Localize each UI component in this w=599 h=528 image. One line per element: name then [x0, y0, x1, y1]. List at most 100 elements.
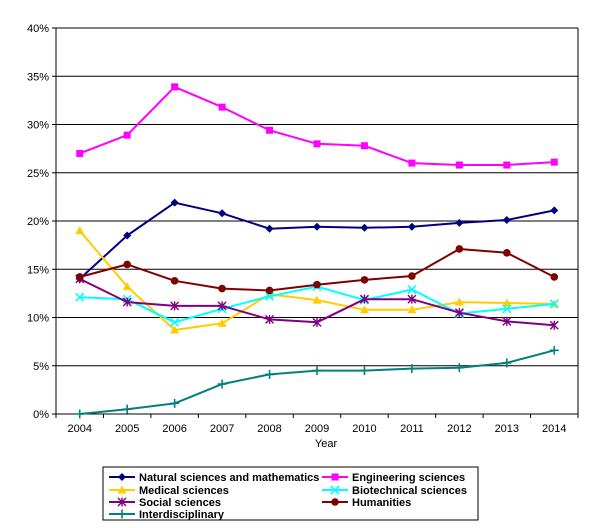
y-axis-ticks: 0% 5% 10% 15% 20% 25% 30% 35% 40% [27, 23, 56, 421]
data-point [407, 222, 416, 231]
data-point [359, 294, 369, 304]
data-point [313, 222, 321, 231]
legend-marker [330, 485, 340, 495]
data-point [312, 317, 322, 327]
data-point [265, 224, 274, 233]
data-point [549, 299, 559, 309]
legend-item: Biotechnical sciences [322, 485, 467, 497]
y-tick-label: 35% [27, 71, 49, 83]
data-point [75, 409, 85, 419]
series-engineering-sciences [76, 83, 558, 169]
data-point [454, 363, 464, 373]
data-point [170, 198, 179, 207]
data-point [217, 379, 227, 389]
data-point [503, 249, 511, 257]
data-point [170, 398, 180, 408]
data-point [359, 305, 369, 314]
data-point [122, 282, 132, 291]
x-axis-ticks: 2004 2005 2006 2007 2008 2009 2010 2011 2012 2013… [55, 414, 579, 435]
legend-label: Humanities [352, 497, 411, 509]
y-tick-label: 25% [27, 168, 49, 180]
data-point [218, 284, 226, 293]
data-point [455, 161, 463, 169]
data-point [264, 291, 275, 301]
data-point [502, 298, 512, 307]
data-point [266, 126, 274, 134]
data-point [122, 404, 132, 414]
legend-item: Medical sciences [109, 485, 229, 497]
x-tick-label: 2005 [115, 423, 139, 435]
data-point [123, 260, 131, 269]
data-point [170, 317, 180, 327]
legend-box [102, 466, 479, 521]
x-tick-label: 2007 [210, 423, 234, 435]
series-lines [75, 83, 559, 419]
legend-label: Interdisciplinary [139, 509, 225, 521]
data-point [408, 159, 416, 167]
data-point [550, 158, 558, 166]
x-axis-title: Year [315, 438, 338, 450]
data-point [217, 301, 227, 311]
legend-marker [118, 473, 126, 481]
data-point [171, 83, 179, 91]
data-point [360, 142, 368, 150]
data-point [407, 284, 417, 295]
series-interdisciplinary [75, 345, 559, 419]
legend-label: Natural sciences and mathematics [139, 472, 319, 484]
data-point [313, 140, 321, 148]
legend: Natural sciences and mathematics Engineer… [102, 466, 479, 521]
x-tick-label: 2006 [162, 423, 186, 435]
data-point [454, 308, 464, 318]
legend-item: Natural sciences and mathematics [109, 472, 319, 484]
data-point [265, 314, 275, 324]
x-tick-label: 2009 [305, 423, 329, 435]
legend-item: Social sciences [109, 497, 221, 509]
data-point [549, 320, 559, 330]
legend-label: Medical sciences [139, 485, 229, 497]
data-point [75, 292, 85, 302]
data-point [502, 216, 511, 225]
data-point [503, 161, 511, 169]
data-point [550, 206, 559, 215]
legend-item: Engineering sciences [322, 472, 465, 484]
data-point [75, 273, 84, 281]
data-point [550, 273, 559, 281]
legend-label: Engineering sciences [352, 472, 465, 484]
data-point [408, 272, 416, 280]
x-tick-label: 2008 [257, 423, 281, 435]
data-point [218, 103, 226, 111]
data-point [502, 316, 512, 326]
x-tick-label: 2011 [400, 423, 424, 435]
y-tick-label: 15% [27, 264, 49, 276]
data-point [123, 231, 132, 240]
data-point [454, 297, 464, 306]
y-tick-label: 0% [33, 409, 49, 421]
legend-label: Social sciences [139, 497, 221, 509]
data-point [76, 149, 84, 157]
y-tick-label: 5% [33, 361, 49, 373]
x-tick-label: 2004 [67, 423, 91, 435]
x-tick-label: 2014 [542, 423, 566, 435]
legend-marker [117, 485, 127, 494]
x-tick-label: 2012 [447, 423, 471, 435]
legend-marker [117, 509, 127, 519]
legend-item: Interdisciplinary [109, 509, 225, 521]
data-point [122, 297, 132, 307]
data-point [265, 286, 274, 295]
data-point [217, 318, 227, 327]
legend-marker [331, 473, 339, 481]
data-point [407, 305, 417, 314]
data-point [170, 325, 180, 334]
legend-item: Humanities [322, 497, 411, 509]
data-point [218, 209, 227, 218]
x-tick-label: 2010 [352, 423, 376, 435]
data-point [502, 304, 512, 314]
data-point [313, 280, 321, 289]
legend-marker [331, 498, 339, 506]
data-point [170, 277, 179, 285]
data-point [359, 366, 369, 376]
series-social-sciences [75, 274, 559, 330]
data-point [502, 358, 512, 368]
data-point [75, 226, 85, 235]
